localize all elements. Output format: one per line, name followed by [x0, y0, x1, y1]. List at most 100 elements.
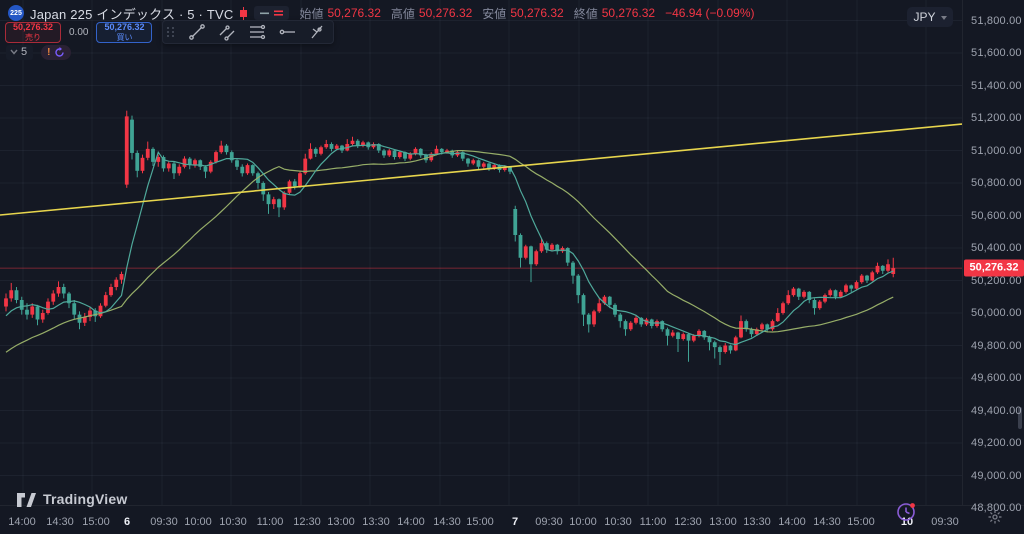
- price-tick: 51,400.00: [971, 79, 1022, 92]
- tradingview-logo-icon: [17, 493, 36, 507]
- low-label: 安値: [482, 6, 507, 21]
- price-tick: 51,600.00: [971, 47, 1022, 59]
- time-tick: 10:30: [604, 516, 632, 528]
- spread-value: 0.00: [69, 26, 89, 38]
- time-tick: 14:30: [46, 516, 74, 528]
- high-value: 50,276.32: [418, 6, 473, 20]
- sell-price: 50,276.32: [12, 21, 54, 32]
- close-value: 50,276.32: [601, 6, 656, 20]
- interval-value: 5: [21, 46, 28, 58]
- time-tick: 11:00: [639, 516, 667, 528]
- time-tick: 10:00: [184, 516, 212, 528]
- buy-label: 買い: [116, 32, 133, 42]
- time-tick-day: 7: [511, 516, 519, 528]
- high-label: 高値: [390, 6, 415, 21]
- price-tick: 50,400.00: [971, 242, 1022, 254]
- price-tick: 51,000.00: [971, 144, 1022, 157]
- time-tick: 14:00: [778, 516, 806, 528]
- candle-icon: [240, 6, 248, 20]
- moving-average-line: [5, 150, 894, 353]
- symbol-title[interactable]: Japan 225 インデックス · 5 · TVC: [30, 6, 234, 22]
- trendline-drawing[interactable]: [0, 123, 962, 216]
- time-axis[interactable]: 14:00 14:30 15:00 6 09:30 10:00 10:30 11:00 12:3…: [0, 505, 1024, 534]
- chevron-down-icon: [940, 15, 947, 20]
- price-tick: 48,800.00: [971, 502, 1022, 514]
- candles-layer: [4, 110, 896, 365]
- chevron-down-icon: [10, 49, 18, 55]
- legend-status-pill[interactable]: [254, 6, 290, 20]
- buy-price: 50,276.32: [104, 21, 145, 32]
- price-tick: 51,200.00: [971, 112, 1022, 124]
- price-tick: 50,600.00: [971, 209, 1022, 222]
- price-tick: 49,000.00: [971, 469, 1022, 482]
- drawing-toolbar: [162, 20, 335, 44]
- time-tick: 12:30: [293, 516, 321, 528]
- price-tick: 50,000.00: [971, 307, 1022, 319]
- currency-value: JPY: [913, 10, 936, 24]
- time-tick: 14:00: [8, 516, 36, 528]
- open-value: 50,276.32: [327, 6, 381, 20]
- price-axis[interactable]: 51,800.00 51,600.00 51,400.00 51,200.00 51,0…: [962, 0, 1024, 514]
- price-tick: 49,800.00: [971, 339, 1022, 352]
- time-tick: 09:30: [150, 516, 178, 528]
- time-tick: 11:00: [256, 516, 284, 528]
- price-tick: 50,200.00: [971, 274, 1022, 287]
- gear-icon[interactable]: [988, 510, 1002, 524]
- tradingview-logo[interactable]: TradingView: [17, 490, 127, 507]
- trade-panel: 50,276.32 売り 0.00 50,276.32 買い: [5, 20, 335, 44]
- cross-line-tool[interactable]: [307, 22, 327, 42]
- replay-status-button[interactable]: [895, 501, 917, 523]
- time-tick: 13:00: [327, 516, 355, 528]
- symbol-legend-row: 225 Japan 225 インデックス · 5 · TVC 始値 50,276…: [8, 4, 755, 22]
- currency-selector[interactable]: JPY: [907, 7, 953, 27]
- time-tick: 15:00: [466, 516, 494, 528]
- fib-lines-tool[interactable]: [247, 22, 267, 42]
- moving-average-line: [5, 144, 894, 346]
- time-tick: 14:30: [813, 516, 841, 528]
- price-chart[interactable]: [0, 0, 962, 505]
- close-label: 終値: [573, 6, 598, 21]
- time-tick: 12:30: [674, 516, 702, 528]
- time-tick: 14:00: [397, 516, 425, 528]
- sell-button[interactable]: 50,276.32 売り: [5, 21, 61, 43]
- drag-handle[interactable]: [167, 27, 175, 37]
- change-value: −46.94 (−0.09%): [665, 6, 755, 20]
- price-tick: 49,600.00: [971, 372, 1022, 384]
- time-tick: 13:30: [743, 516, 771, 528]
- open-label: 始値: [299, 6, 324, 21]
- time-tick: 15:00: [847, 516, 875, 528]
- notification-dot: [910, 503, 915, 508]
- refresh-icon: [55, 47, 65, 57]
- alert-pill[interactable]: !: [41, 45, 72, 60]
- time-tick: 13:00: [709, 516, 737, 528]
- tradingview-logo-text: TradingView: [43, 490, 128, 507]
- chart-status-row: 5 !: [6, 45, 72, 60]
- bars-icon: [274, 10, 284, 16]
- time-tick: 14:30: [433, 516, 461, 528]
- ohlc-legend: 始値 50,276.32 高値 50,276.32 安値 50,276.32 終…: [299, 5, 754, 22]
- symbol-logo: 225: [8, 5, 24, 21]
- low-value: 50,276.32: [510, 6, 564, 20]
- trend-line-tool[interactable]: [187, 22, 207, 42]
- time-tick: 10:30: [219, 516, 247, 528]
- price-tick: 51,800.00: [971, 14, 1022, 27]
- time-tick: 10:00: [569, 516, 597, 528]
- time-tick: 09:30: [931, 516, 959, 528]
- time-tick-day: 6: [123, 516, 131, 528]
- horizontal-ray-tool[interactable]: [277, 22, 297, 42]
- minus-icon: [260, 12, 270, 15]
- sell-label: 売り: [25, 32, 41, 42]
- price-axis-scroll-thumb[interactable]: [1018, 407, 1022, 429]
- price-tick: 49,200.00: [971, 437, 1022, 449]
- current-price-label: 50,276.32: [964, 259, 1024, 277]
- time-tick: 13:30: [362, 516, 390, 528]
- price-tick: 49,400.00: [971, 404, 1022, 417]
- grid-layer: [0, 0, 962, 505]
- interval-chip[interactable]: 5: [6, 45, 34, 60]
- buy-button[interactable]: 50,276.32 買い: [96, 21, 153, 43]
- warning-icon: !: [47, 47, 51, 58]
- price-tick: 50,800.00: [971, 177, 1022, 189]
- parallel-lines-tool[interactable]: [217, 22, 237, 42]
- time-tick: 09:30: [535, 516, 563, 528]
